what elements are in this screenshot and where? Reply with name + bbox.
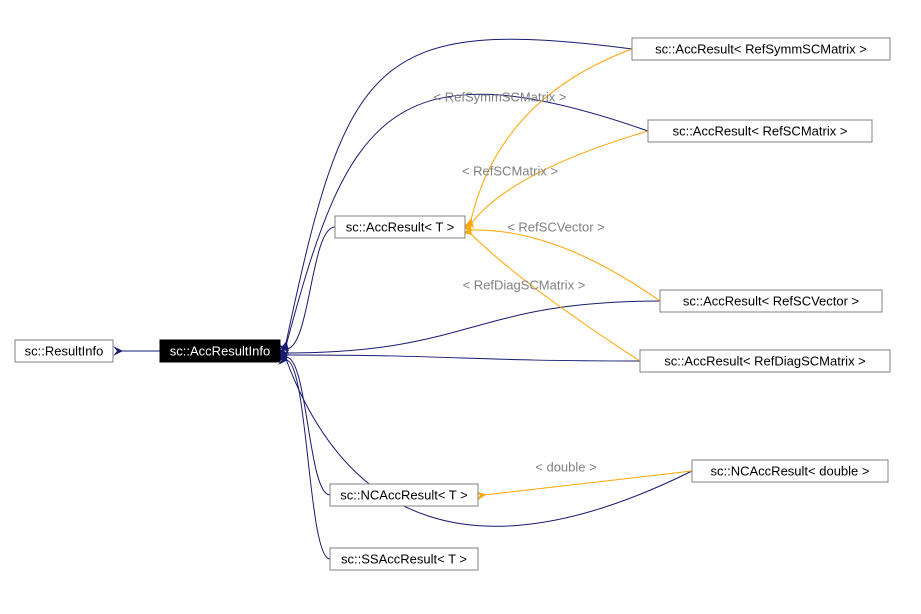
edge-label-refvec: < RefSCVector >	[507, 219, 605, 234]
node-ncacc_double[interactable]: sc::NCAccResult< double >	[692, 460, 888, 482]
node-label-acc_refvec: sc::AccResult< RefSCVector >	[683, 293, 859, 308]
node-label-ssacc_result_t: sc::SSAccResult< T >	[341, 551, 467, 566]
nodes-layer: sc::ResultInfosc::AccResultInfosc::AccRe…	[15, 38, 890, 570]
node-ssacc_result_t[interactable]: sc::SSAccResult< T >	[330, 548, 478, 570]
node-label-acc_result_t: sc::AccResult< T >	[346, 219, 455, 234]
node-label-ncacc_result_t: sc::NCAccResult< T >	[340, 487, 467, 502]
edge-acc_refsymm-to-acc_result_info	[286, 39, 632, 343]
edge-acc_refdiag-to-acc_result_info	[286, 355, 640, 361]
node-label-result_info: sc::ResultInfo	[25, 343, 104, 358]
edge-label-refsc: < RefSCMatrix >	[462, 163, 558, 178]
edges-layer	[121, 39, 692, 559]
edge-label-refdiag: < RefDiagSCMatrix >	[463, 277, 586, 292]
edge-ncacc_double-to-ncacc_result_t	[484, 471, 692, 495]
node-result_info[interactable]: sc::ResultInfo	[15, 340, 113, 362]
edge-ssacc_result_t-to-acc_result_info	[286, 360, 330, 559]
node-label-acc_refdiag: sc::AccResult< RefDiagSCMatrix >	[664, 353, 866, 368]
edge-label-double: < double >	[535, 459, 596, 474]
node-acc_result_t[interactable]: sc::AccResult< T >	[335, 216, 465, 238]
node-acc_refvec[interactable]: sc::AccResult< RefSCVector >	[660, 290, 882, 312]
node-acc_refsc[interactable]: sc::AccResult< RefSCMatrix >	[648, 120, 872, 142]
edge-acc_refvec-to-acc_result_info	[286, 301, 660, 353]
edge-label-refsymm: < RefSymmSCMatrix >	[434, 89, 567, 104]
edge-acc_refdiag-to-acc_result_t	[471, 234, 640, 361]
edge-acc_result_t-to-acc_result_info	[286, 227, 335, 349]
node-acc_result_info[interactable]: sc::AccResultInfo	[160, 340, 280, 362]
node-acc_refdiag[interactable]: sc::AccResult< RefDiagSCMatrix >	[640, 350, 890, 372]
node-label-acc_refsymm: sc::AccResult< RefSymmSCMatrix >	[655, 41, 867, 56]
node-label-acc_result_info: sc::AccResultInfo	[170, 343, 270, 358]
edge-acc_refsymm-to-acc_result_t	[471, 49, 632, 220]
node-acc_refsymm[interactable]: sc::AccResult< RefSymmSCMatrix >	[632, 38, 890, 60]
node-ncacc_result_t[interactable]: sc::NCAccResult< T >	[330, 484, 478, 506]
edge-ncacc_result_t-to-acc_result_info	[286, 357, 330, 495]
node-label-ncacc_double: sc::NCAccResult< double >	[711, 463, 870, 478]
inheritance-diagram: < RefSymmSCMatrix > < RefSCMatrix > < RefS…	[0, 0, 921, 614]
node-label-acc_refsc: sc::AccResult< RefSCMatrix >	[673, 123, 848, 138]
